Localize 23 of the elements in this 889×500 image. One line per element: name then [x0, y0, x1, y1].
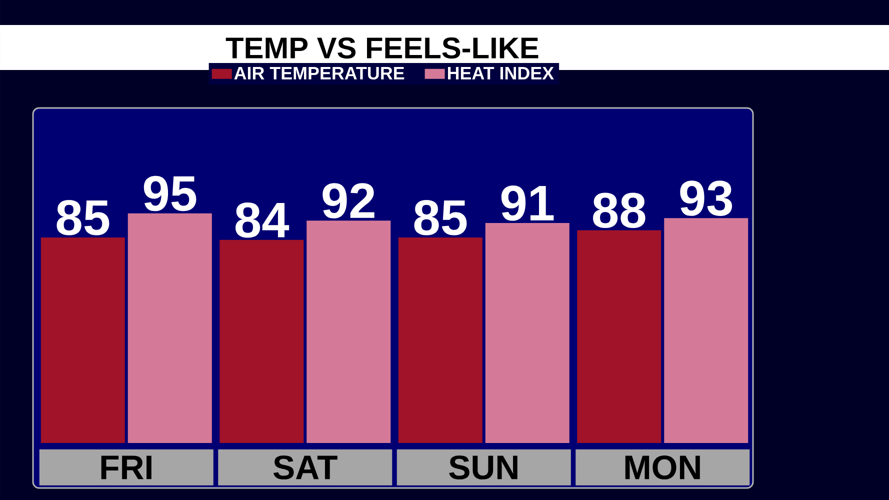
- bar: [577, 230, 662, 443]
- x-tick-label: FRI: [101, 456, 152, 480]
- legend-label: AIR TEMPERATURE: [234, 66, 404, 80]
- bar: [306, 220, 391, 443]
- x-tick-label: SAT: [273, 455, 338, 480]
- x-tick-label: SUN: [449, 455, 518, 480]
- data-label: 85: [414, 200, 467, 236]
- data-label: 93: [680, 180, 732, 216]
- bar: [398, 238, 482, 443]
- data-label: 88: [593, 192, 646, 228]
- data-label: 92: [322, 183, 374, 218]
- x-tick-label: MON: [625, 455, 700, 480]
- bar: [220, 240, 304, 443]
- bar: [40, 238, 125, 443]
- data-label: 91: [501, 186, 554, 221]
- bar: [128, 213, 212, 443]
- chart-title: TEMP VS FEELS-LIKE: [226, 37, 538, 59]
- data-label: 85: [56, 200, 110, 236]
- legend-label: HEAT INDEX: [448, 66, 554, 80]
- bar: [485, 223, 570, 443]
- data-label: 95: [144, 176, 196, 212]
- data-label: 84: [236, 202, 290, 238]
- bar: [664, 218, 748, 443]
